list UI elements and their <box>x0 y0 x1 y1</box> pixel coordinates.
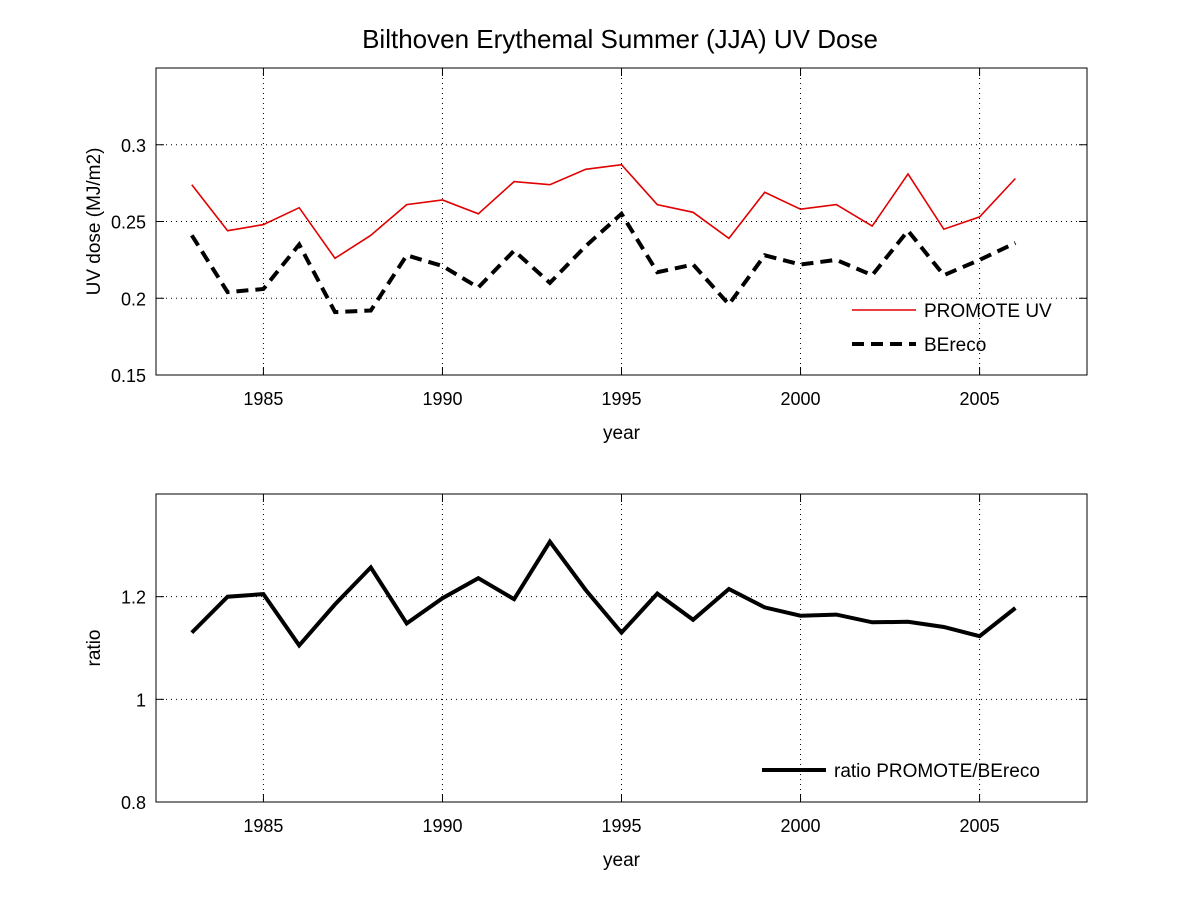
top-series-promote-uv <box>191 163 1016 260</box>
bottom-y-tick-label: 0.8 <box>121 793 146 813</box>
top-y-tick-label: 0.3 <box>121 136 146 156</box>
bottom-x-tick-label: 1985 <box>243 816 283 836</box>
top-y-axis-label: UV dose (MJ/m2) <box>84 148 105 296</box>
top-x-tick-label: 1985 <box>243 389 283 409</box>
bottom-y-tick-label: 1 <box>136 690 146 710</box>
top-x-tick-label: 2005 <box>960 389 1000 409</box>
top-y-tick-label: 0.25 <box>111 213 146 233</box>
top-legend-label: PROMOTE UV <box>924 301 1052 322</box>
bottom-y-tick-label: 1.2 <box>121 588 146 608</box>
bottom-x-tick-label: 1990 <box>422 816 462 836</box>
bottom-series-ratio-promote-bereco <box>190 538 1017 649</box>
top-y-tick-label: 0.15 <box>111 366 146 386</box>
top-x-tick-label: 1995 <box>601 389 641 409</box>
bottom-x-tick-label: 1995 <box>601 816 641 836</box>
top-axes: 1985 1990 1995 2000 2005 0.15 0.2 0.25 0.3 year UV… <box>84 67 1088 444</box>
bottom-x-tick-label: 2005 <box>960 816 1000 836</box>
bottom-legend-label: ratio PROMOTE/BEreco <box>834 761 1040 782</box>
bottom-axes: 1985 1990 1995 2000 2005 0.8 1 1.2 year ratio rati… <box>84 493 1088 871</box>
top-x-axis-label: year <box>603 423 641 444</box>
top-x-tick-label: 2000 <box>781 389 821 409</box>
top-legend-label: BEreco <box>924 335 986 356</box>
figure-title: Bilthoven Erythemal Summer (JJA) UV Dose <box>362 24 878 54</box>
top-y-tick-label: 0.2 <box>121 289 146 309</box>
bottom-plot-area <box>155 493 1088 803</box>
bottom-y-axis-label: ratio <box>84 630 105 667</box>
bottom-x-tick-label: 2000 <box>781 816 821 836</box>
bottom-x-axis-label: year <box>603 850 641 871</box>
top-series-bereco <box>190 210 1017 315</box>
top-x-tick-label: 1990 <box>422 389 462 409</box>
